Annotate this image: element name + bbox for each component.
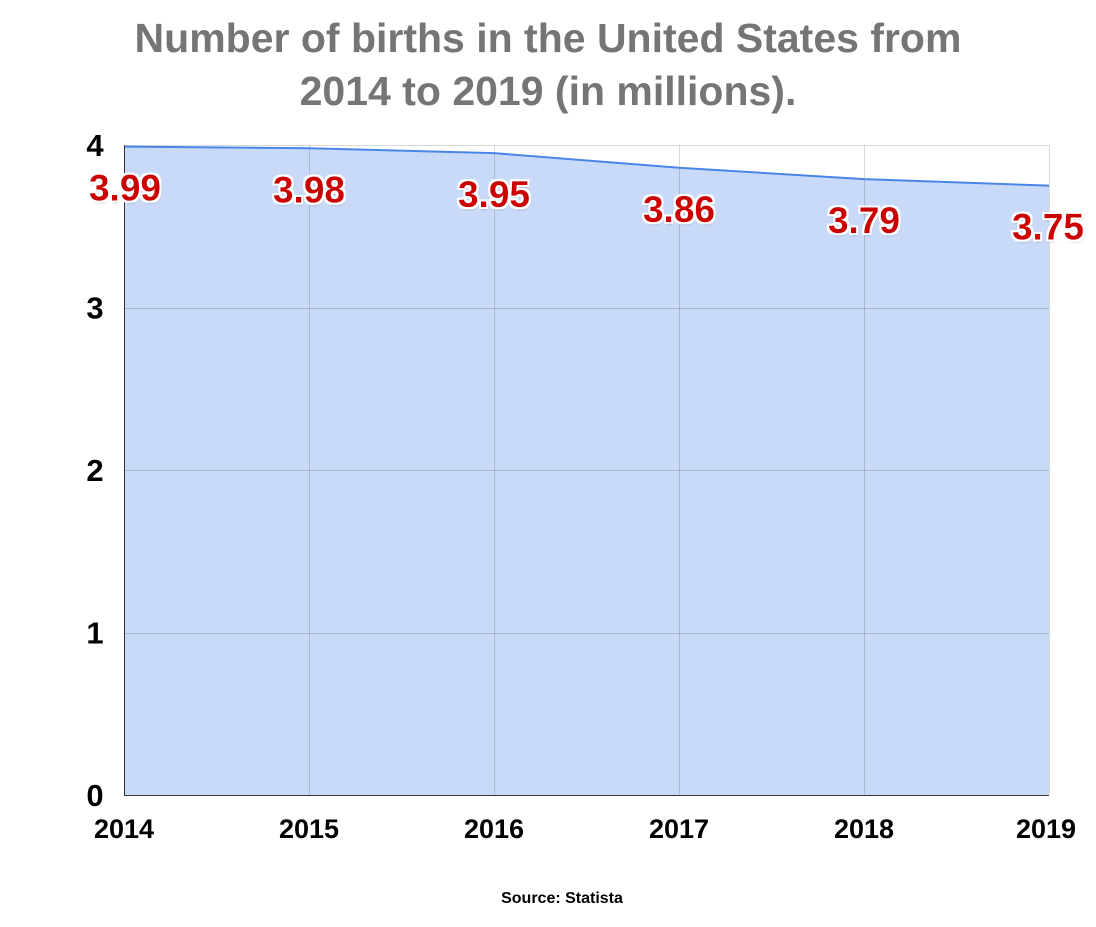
series-line [123, 145, 1050, 187]
x-tick-label-2019: 2019 [1016, 814, 1076, 844]
data-label-2015: 3.98 [273, 169, 345, 210]
y-tick-labels: 0 1 2 3 4 [86, 128, 104, 813]
chart-title: Number of births in the United States fr… [0, 12, 1096, 118]
data-labels: 3.99 3.98 3.95 3.86 3.79 3.75 [89, 168, 1084, 248]
y-tick-label-0: 0 [86, 778, 103, 813]
x-tick-labels: 2014 2015 2016 2017 2018 2019 [94, 814, 1076, 844]
x-tick-label-2018: 2018 [834, 814, 894, 844]
series-line-layer [123, 145, 1050, 187]
x-tick-label-2015: 2015 [279, 814, 339, 844]
y-tick-label-4: 4 [86, 128, 104, 163]
area-layer [124, 146, 1049, 795]
chart-title-line-2: 2014 to 2019 (in millions). [299, 68, 797, 114]
gridlines [124, 145, 1050, 795]
axes [124, 145, 1049, 796]
data-label-2016: 3.95 [458, 174, 530, 215]
chart-title-line-1: Number of births in the United States fr… [134, 15, 962, 61]
series-area-fill [124, 146, 1049, 795]
x-tick-label-2016: 2016 [464, 814, 524, 844]
x-tick-label-2017: 2017 [649, 814, 709, 844]
data-label-2014: 3.99 [89, 168, 161, 209]
data-label-2019: 3.75 [1012, 207, 1084, 248]
source-note: Source: Statista [501, 890, 623, 907]
data-label-2018: 3.79 [828, 200, 900, 241]
y-tick-label-3: 3 [86, 291, 103, 326]
y-tick-label-1: 1 [86, 616, 103, 651]
y-tick-label-2: 2 [86, 453, 103, 488]
x-tick-label-2014: 2014 [94, 814, 154, 844]
data-label-2017: 3.86 [643, 189, 715, 230]
